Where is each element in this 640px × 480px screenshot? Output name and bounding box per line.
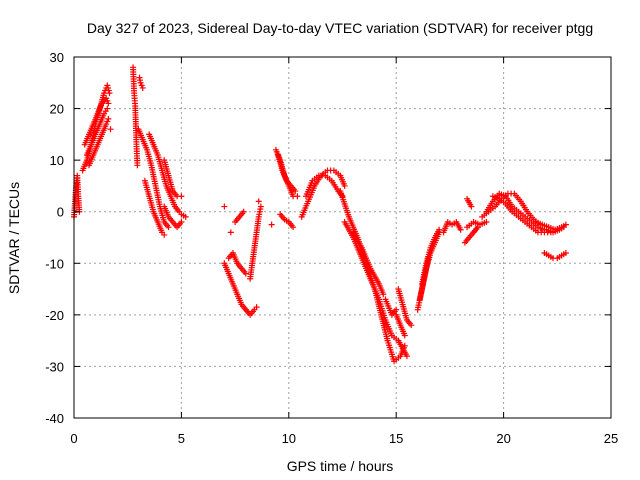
y-axis-title: SDTVAR / TECUs — [6, 182, 22, 294]
data-point — [292, 188, 299, 195]
data-point — [294, 193, 301, 200]
data-point — [380, 291, 387, 298]
data-point — [139, 84, 146, 91]
y-tick-label: -10 — [45, 256, 64, 271]
y-tick-label: 30 — [50, 50, 64, 65]
data-point — [468, 203, 475, 210]
data-point — [341, 182, 348, 189]
data-point — [134, 162, 141, 169]
data-point — [425, 255, 432, 262]
y-tick-label: 0 — [57, 205, 64, 220]
data-point — [268, 221, 275, 228]
x-tick-label: 15 — [389, 431, 403, 446]
data-point — [257, 203, 264, 210]
chart-title: Day 327 of 2023, Sidereal Day-to-day VTE… — [87, 20, 593, 36]
data-point — [182, 213, 189, 220]
x-axis-title: GPS time / hours — [287, 458, 394, 474]
data-point — [107, 126, 114, 133]
data-point — [178, 193, 185, 200]
data-point — [227, 229, 234, 236]
data-point — [105, 115, 112, 122]
data-point — [240, 208, 247, 215]
y-tick-label: 10 — [50, 153, 64, 168]
data-point — [165, 224, 172, 231]
x-tick-label: 5 — [178, 431, 185, 446]
data-point — [436, 226, 443, 233]
y-tick-label: -20 — [45, 308, 64, 323]
data-point — [290, 224, 297, 231]
data-point — [457, 226, 464, 233]
x-tick-label: 0 — [70, 431, 77, 446]
data-point — [104, 105, 111, 112]
data-point — [221, 203, 228, 210]
data-point — [178, 219, 185, 226]
data-point — [106, 90, 113, 97]
data-point — [242, 270, 249, 277]
plot-frame — [73, 56, 612, 419]
x-tick-label: 10 — [282, 431, 296, 446]
data-point — [255, 198, 262, 205]
data-point — [393, 306, 400, 313]
data-point — [403, 353, 410, 360]
grid-lines — [74, 57, 611, 418]
x-tick-label: 20 — [496, 431, 510, 446]
data-point — [161, 231, 168, 238]
data-points — [71, 64, 569, 365]
data-point — [253, 304, 260, 311]
data-point — [105, 100, 112, 107]
y-tick-label: -30 — [45, 359, 64, 374]
data-point — [408, 322, 415, 329]
x-tick-label: 25 — [604, 431, 618, 446]
data-point — [562, 249, 569, 256]
data-point — [483, 219, 490, 226]
y-tick-label: 20 — [50, 102, 64, 117]
axis-ticks: 0 5 10 15 20 25 -40 -30 -20 -10 0 10 20 30 — [45, 50, 618, 446]
data-point — [401, 332, 408, 339]
y-tick-label: -40 — [45, 411, 64, 426]
data-point — [474, 224, 481, 231]
data-point — [560, 224, 567, 231]
